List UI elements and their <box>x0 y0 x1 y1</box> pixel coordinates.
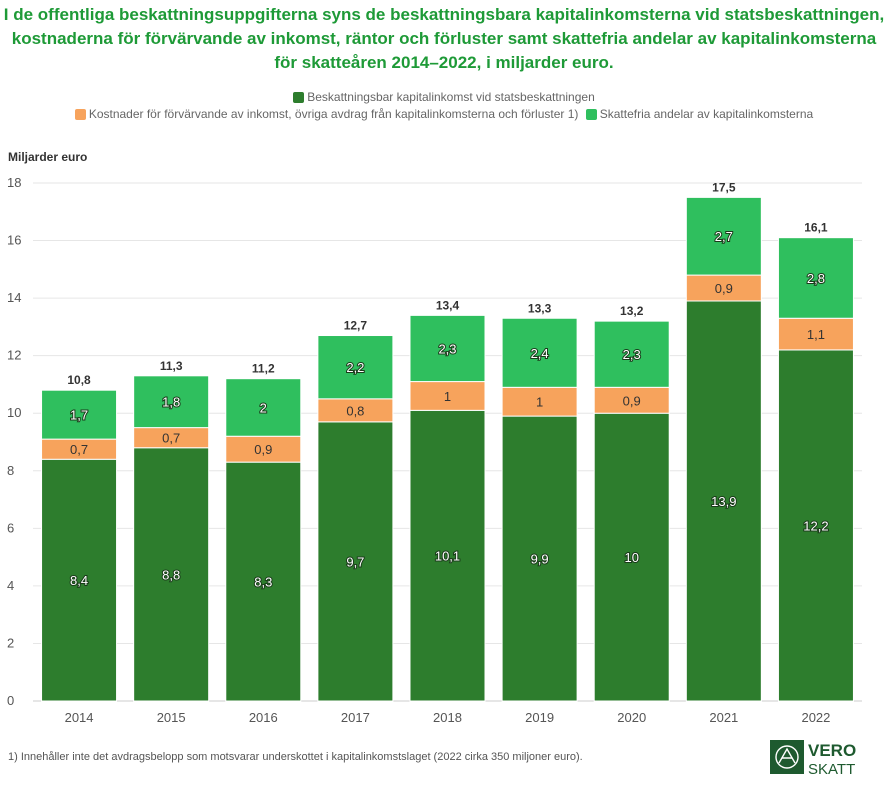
data-label: 8,3 <box>254 575 272 590</box>
data-label: 2 <box>260 400 267 415</box>
footnote: 1) Innehåller inte det avdragsbelopp som… <box>8 751 583 763</box>
data-label: 1 <box>444 389 451 404</box>
bar-segment-3 <box>593 320 670 388</box>
data-label: 12,2 <box>803 518 828 533</box>
y-tick-label: 14 <box>7 290 21 305</box>
x-tick-label: 2021 <box>709 710 738 725</box>
x-tick-label: 2017 <box>341 710 370 725</box>
data-label: 10,1 <box>435 549 460 564</box>
legend-row-1: Beskattningsbar kapitalinkomst vid stats… <box>0 90 888 106</box>
data-label: 2,3 <box>438 341 456 356</box>
logo-emblem-icon <box>770 740 804 774</box>
chart-title: I de offentliga beskattningsuppgifterna … <box>3 5 885 72</box>
bar-segment-1 <box>133 447 210 702</box>
y-axis-title: Miljarder euro <box>8 150 88 164</box>
total-label: 12,7 <box>344 319 368 333</box>
bar-segment-2 <box>685 274 762 302</box>
total-label: 10,8 <box>67 373 91 387</box>
bar-segment-3 <box>41 389 118 440</box>
data-label: 8,8 <box>162 567 180 582</box>
data-label: 0,9 <box>715 281 733 296</box>
x-tick-label: 2016 <box>249 710 278 725</box>
bar-segment-1 <box>225 461 302 702</box>
data-label: 2,2 <box>346 360 364 375</box>
total-label: 11,3 <box>160 359 183 373</box>
legend-swatch-taxable-income <box>293 91 305 103</box>
x-tick-label: 2018 <box>433 710 462 725</box>
legend-item-costs[interactable]: Kostnader för förvärvande av inkomst, öv… <box>74 107 579 121</box>
data-label: 2,4 <box>531 346 549 361</box>
legend-label-tax-free: Skattefria andelar av kapitalinkomsterna <box>599 107 814 121</box>
data-label: 10 <box>624 550 638 565</box>
data-label: 9,9 <box>531 552 549 567</box>
data-label: 0,9 <box>254 442 272 457</box>
y-tick-label: 16 <box>7 233 21 248</box>
y-tick-label: 12 <box>7 348 21 363</box>
bar-segment-3 <box>501 317 578 388</box>
logo-emblem-mark <box>778 747 796 764</box>
total-label: 17,5 <box>712 180 736 194</box>
data-label: 0,9 <box>623 393 641 408</box>
legend-swatch-tax-free <box>585 108 597 120</box>
y-tick-label: 18 <box>7 175 21 190</box>
bar-segment-2 <box>225 435 302 463</box>
total-label: 13,3 <box>528 301 552 315</box>
data-label: 13,9 <box>711 494 736 509</box>
y-tick-label: 4 <box>7 578 14 593</box>
data-label: 1,8 <box>162 395 180 410</box>
bar-segment-3 <box>409 314 486 383</box>
x-tick-label: 2020 <box>617 710 646 725</box>
logo-emblem-ring <box>775 745 799 769</box>
data-label: 0,8 <box>346 403 364 418</box>
bar-segment-2 <box>409 381 486 411</box>
vero-skatt-logo: VERO SKATT <box>770 740 856 778</box>
x-tick-label: 2019 <box>525 710 554 725</box>
bar-segment-1 <box>777 349 854 702</box>
data-label: 1,1 <box>807 327 825 342</box>
bar-segment-3 <box>685 196 762 276</box>
y-tick-label: 0 <box>7 693 14 708</box>
data-label: 1 <box>536 395 543 410</box>
total-label: 13,2 <box>620 304 644 318</box>
data-label: 8,4 <box>70 573 88 588</box>
bar-segment-3 <box>777 237 854 319</box>
bar-segment-3 <box>317 335 394 400</box>
total-label: 13,4 <box>436 298 460 312</box>
bar-segment-1 <box>41 458 118 702</box>
bar-segment-1 <box>317 421 394 702</box>
legend-item-taxable-income[interactable]: Beskattningsbar kapitalinkomst vid stats… <box>293 90 595 104</box>
data-label: 2,3 <box>623 347 641 362</box>
y-tick-label: 10 <box>7 405 21 420</box>
data-label: 0,7 <box>70 442 88 457</box>
logo-text-vero: VERO <box>808 741 856 760</box>
total-label: 11,2 <box>252 362 275 376</box>
legend-row-2: Kostnader för förvärvande av inkomst, öv… <box>0 107 888 123</box>
y-tick-label: 2 <box>7 635 14 650</box>
bar-segment-3 <box>225 378 302 437</box>
data-label: 9,7 <box>346 554 364 569</box>
legend-label-costs: Kostnader för förvärvande av inkomst, öv… <box>88 107 579 121</box>
x-tick-label: 2014 <box>65 710 94 725</box>
y-tick-label: 6 <box>7 520 14 535</box>
data-label: 0,7 <box>162 431 180 446</box>
data-label: 2,8 <box>807 271 825 286</box>
legend-swatch-costs <box>74 108 86 120</box>
bar-segment-2 <box>593 386 670 414</box>
data-label: 2,7 <box>715 229 733 244</box>
bar-segment-1 <box>593 412 670 702</box>
total-label: 16,1 <box>804 221 828 235</box>
legend-item-tax-free[interactable]: Skattefria andelar av kapitalinkomsterna <box>585 107 814 121</box>
bar-segment-1 <box>685 300 762 702</box>
y-tick-label: 8 <box>7 463 14 478</box>
legend-label-taxable-income: Beskattningsbar kapitalinkomst vid stats… <box>307 90 595 104</box>
data-label: 1,7 <box>70 408 88 423</box>
bar-segment-2 <box>777 317 854 351</box>
logo-text-skatt: SKATT <box>808 761 855 778</box>
bar-segment-3 <box>133 375 210 429</box>
x-tick-label: 2015 <box>157 710 186 725</box>
x-tick-label: 2022 <box>801 710 830 725</box>
